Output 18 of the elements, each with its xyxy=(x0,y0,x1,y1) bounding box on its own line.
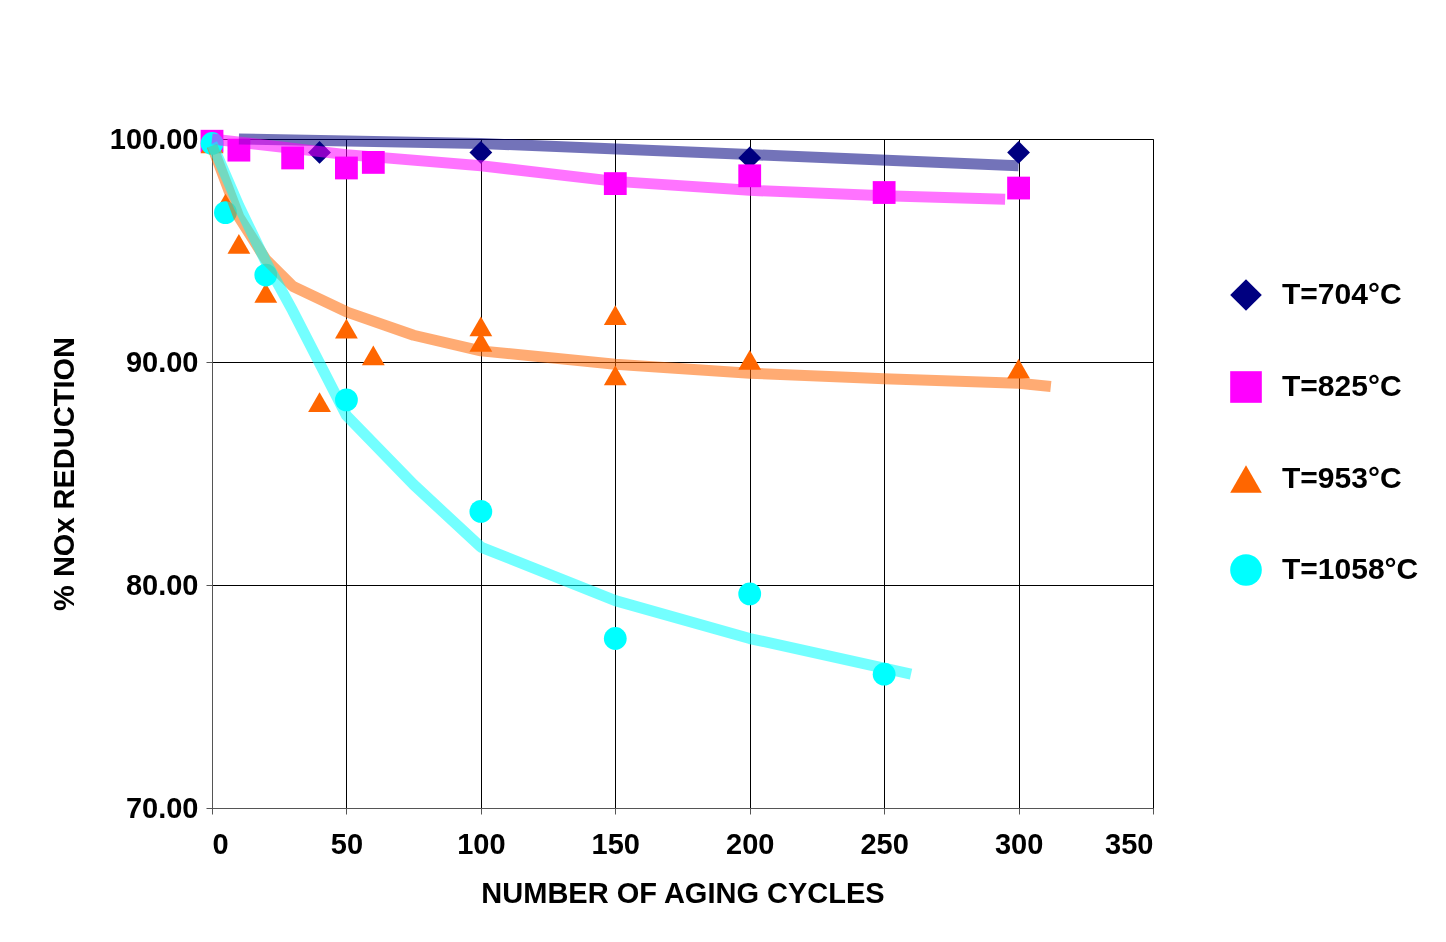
y-tick-label: 90.00 xyxy=(125,345,199,378)
x-tick-label: 0 xyxy=(212,827,229,860)
legend-label: T=704°C xyxy=(1282,277,1402,310)
x-tick-label: 200 xyxy=(726,827,775,860)
x-axis-title: NUMBER OF AGING CYCLES xyxy=(481,876,885,909)
legend-label: T=825°C xyxy=(1282,369,1402,402)
x-tick-label: 100 xyxy=(457,827,506,860)
legend-label: T=953°C xyxy=(1282,461,1402,494)
x-tick-label: 150 xyxy=(591,827,640,860)
y-tick-label: 80.00 xyxy=(125,568,199,601)
y-tick-label: 70.00 xyxy=(125,791,199,824)
y-axis-title: % NOx REDUCTION xyxy=(47,337,80,611)
x-tick-label: 50 xyxy=(330,827,364,860)
x-tick-label: 250 xyxy=(860,827,909,860)
y-tick-label: 100.00 xyxy=(109,122,199,155)
legend-label: T=1058°C xyxy=(1282,552,1419,585)
x-tick-label: 300 xyxy=(994,827,1044,860)
x-tick-label: 350 xyxy=(1105,827,1154,860)
